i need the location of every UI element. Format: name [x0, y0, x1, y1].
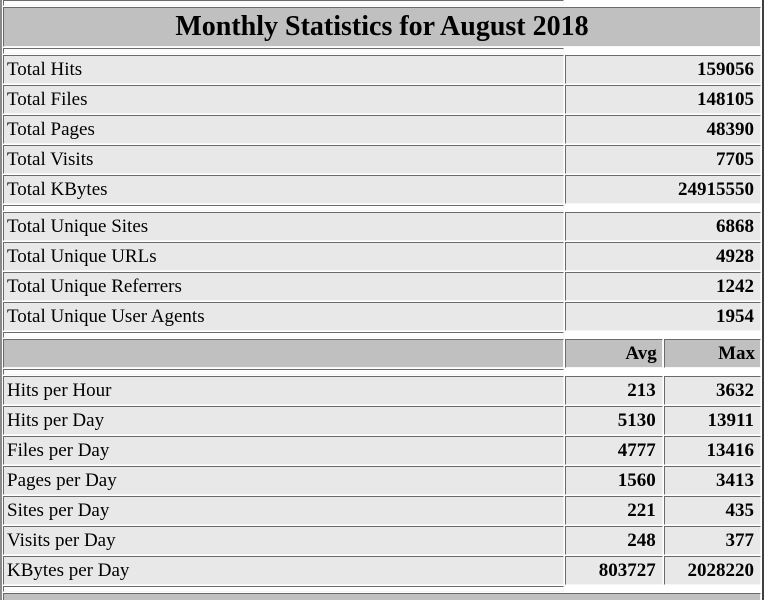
table-row: KBytes per Day 803727 2028220: [3, 556, 761, 585]
table-row: Files per Day 4777 13416: [3, 436, 761, 465]
table-row: Hits per Day 5130 13911: [3, 406, 761, 435]
spacer-row: [3, 48, 761, 54]
spacer-cell: [3, 586, 565, 592]
next-section-header-row: [3, 593, 761, 600]
table-row: Visits per Day 248 377: [3, 526, 761, 555]
stat-label: Total Visits: [3, 145, 565, 174]
table-row: Sites per Day 221 435: [3, 496, 761, 525]
stat-value: 159056: [565, 55, 761, 84]
stat-avg-value: 248: [565, 526, 663, 555]
table-row: Hits per Hour 213 3632: [3, 376, 761, 405]
stat-label: Total Unique User Agents: [3, 302, 565, 331]
avg-column-header: Avg: [565, 339, 663, 368]
stat-avg-value: 221: [565, 496, 663, 525]
stat-label: Total Hits: [3, 55, 565, 84]
stat-label: Sites per Day: [3, 496, 565, 525]
spacer-row: [3, 205, 761, 211]
table-row: Total Hits 159056: [3, 55, 761, 84]
table-row: Total Unique User Agents 1954: [3, 302, 761, 331]
stat-value: 24915550: [565, 175, 761, 204]
stat-value: 1242: [565, 272, 761, 301]
title-row: Monthly Statistics for August 2018: [3, 7, 761, 47]
spacer-row: [3, 586, 761, 592]
stat-label: KBytes per Day: [3, 556, 565, 585]
stat-label: Hits per Day: [3, 406, 565, 435]
stat-value: 48390: [565, 115, 761, 144]
max-column-header: Max: [663, 339, 761, 368]
spacer-cell: [3, 0, 565, 6]
stat-label: Total Unique Referrers: [3, 272, 565, 301]
stat-label: Visits per Day: [3, 526, 565, 555]
spacer-cell: [3, 48, 565, 54]
stat-value: 7705: [565, 145, 761, 174]
stat-max-value: 3413: [663, 466, 761, 495]
stat-label: Files per Day: [3, 436, 565, 465]
spacer-row: [3, 369, 761, 375]
spacer-row: [3, 0, 761, 6]
table-row: Total Unique Sites 6868: [3, 212, 761, 241]
spacer-cell: [3, 332, 565, 338]
page-title: Monthly Statistics for August 2018: [3, 7, 761, 47]
stat-avg-value: 213: [565, 376, 663, 405]
stat-label: Total KBytes: [3, 175, 565, 204]
stat-label: Pages per Day: [3, 466, 565, 495]
stat-value: 148105: [565, 85, 761, 114]
rates-header-empty-cell: [3, 339, 565, 368]
stat-value: 1954: [565, 302, 761, 331]
table-row: Total Visits 7705: [3, 145, 761, 174]
stat-label: Total Pages: [3, 115, 565, 144]
table-row: Total Files 148105: [3, 85, 761, 114]
stat-max-value: 13911: [663, 406, 761, 435]
table-row: Total Unique Referrers 1242: [3, 272, 761, 301]
spacer-cell: [3, 205, 565, 211]
stat-label: Total Files: [3, 85, 565, 114]
stat-max-value: 2028220: [663, 556, 761, 585]
spacer-cell: [3, 369, 565, 375]
stat-label: Total Unique Sites: [3, 212, 565, 241]
stat-max-value: 435: [663, 496, 761, 525]
stat-avg-value: 803727: [565, 556, 663, 585]
table-row: Total Unique URLs 4928: [3, 242, 761, 271]
stat-value: 6868: [565, 212, 761, 241]
stat-max-value: 377: [663, 526, 761, 555]
next-section-header-strip: [3, 593, 761, 600]
stat-label: Hits per Hour: [3, 376, 565, 405]
stat-max-value: 3632: [663, 376, 761, 405]
stat-avg-value: 4777: [565, 436, 663, 465]
stat-avg-value: 5130: [565, 406, 663, 435]
stat-max-value: 13416: [663, 436, 761, 465]
table-row: Total KBytes 24915550: [3, 175, 761, 204]
stat-value: 4928: [565, 242, 761, 271]
table-row: Pages per Day 1560 3413: [3, 466, 761, 495]
stat-label: Total Unique URLs: [3, 242, 565, 271]
stat-avg-value: 1560: [565, 466, 663, 495]
spacer-row: [3, 332, 761, 338]
rates-header-row: Avg Max: [3, 339, 761, 368]
table-row: Total Pages 48390: [3, 115, 761, 144]
